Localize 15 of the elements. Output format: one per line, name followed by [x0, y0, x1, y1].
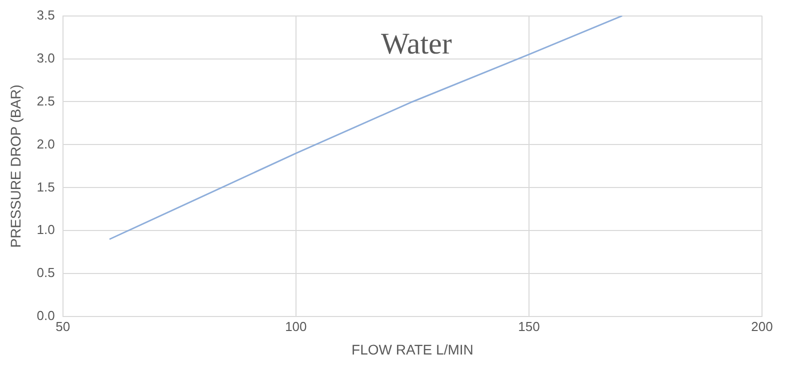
chart-title: Water [381, 28, 452, 61]
x-axis-title: FLOW RATE L/MIN [352, 341, 474, 358]
x-tick-label: 100 [285, 318, 307, 334]
y-tick-label: 0.0 [36, 308, 55, 324]
x-tick-label: 50 [56, 318, 70, 334]
y-tick-label: 2.5 [36, 93, 55, 108]
y-tick-label: 3.0 [36, 50, 55, 66]
y-tick-label: 2.0 [36, 136, 55, 152]
y-tick-label: 1.0 [36, 222, 55, 238]
y-tick-label: 3.5 [36, 7, 55, 22]
y-tick-label: 0.5 [36, 265, 55, 280]
x-tick-label: 200 [751, 318, 773, 334]
y-axis-title: PRESSURE DROP (BAR) [7, 84, 24, 248]
x-tick-label: 150 [518, 318, 540, 334]
y-tick-label: 1.5 [36, 179, 55, 194]
